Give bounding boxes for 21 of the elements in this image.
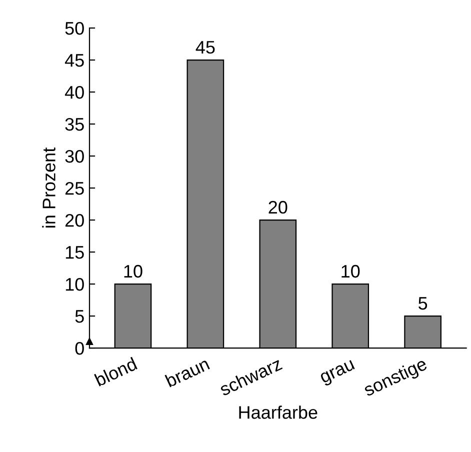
y-tick-label: 0 xyxy=(75,342,84,355)
data-label: 45 xyxy=(196,41,215,54)
y-tick-label: 30 xyxy=(65,150,84,163)
y-axis-title: in Prozent xyxy=(42,148,56,228)
y-tick-label: 50 xyxy=(65,22,84,35)
data-label: 5 xyxy=(418,297,428,310)
x-axis-title: Haarfarbe xyxy=(239,406,318,419)
data-label: 10 xyxy=(124,264,142,278)
data-label: 20 xyxy=(268,200,288,214)
y-tick-label: 15 xyxy=(66,246,84,259)
y-tick-label: 5 xyxy=(75,310,84,323)
y-tick-label: 45 xyxy=(64,54,84,67)
data-label: 10 xyxy=(342,264,360,278)
y-tick-label: 40 xyxy=(64,86,84,99)
x-tick-label: grau xyxy=(320,360,356,387)
y-tick-label: 25 xyxy=(65,182,84,195)
y-tick-label: 20 xyxy=(65,214,84,227)
x-tick-label: blond xyxy=(94,356,138,387)
y-tick-label: 10 xyxy=(66,278,84,291)
x-tick-label: braun xyxy=(164,356,210,388)
y-tick-label: 35 xyxy=(65,118,84,131)
